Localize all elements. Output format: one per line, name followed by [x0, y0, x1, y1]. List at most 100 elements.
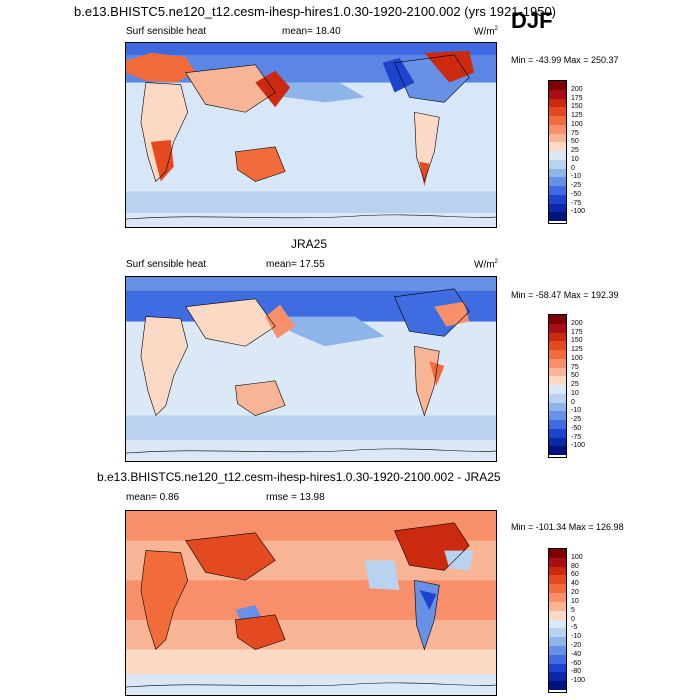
- colorbar-swatch: [549, 107, 566, 116]
- colorbar-tick-label: 75: [571, 363, 579, 371]
- colorbar-swatch: [549, 212, 566, 221]
- colorbar-swatch: [549, 133, 566, 143]
- colorbar-swatch: [549, 367, 566, 377]
- colorbar-swatch: [549, 350, 566, 359]
- colorbar-swatch: [549, 428, 566, 438]
- panel-1-minmax-label: Min = -43.99 Max = 250.37: [511, 55, 619, 65]
- colorbar-tick-label: -10: [571, 633, 582, 641]
- colorbar-swatch: [549, 168, 566, 178]
- colorbar-swatch: [549, 194, 566, 204]
- colorbar-swatch: [549, 186, 566, 195]
- colorbar-swatch: [549, 341, 566, 350]
- colorbar-tick-label: 10: [571, 155, 579, 163]
- colorbar-swatch: [549, 89, 566, 99]
- colorbar-swatch: [549, 557, 566, 567]
- colorbar-tick-label: 100: [571, 553, 583, 561]
- colorbar-swatch: [549, 142, 566, 151]
- colorbar-swatch: [549, 610, 566, 620]
- colorbar-swatch: [549, 619, 566, 629]
- panel-3-heading: b.e13.BHISTC5.ne120_t12.cesm-ihesp-hires…: [97, 470, 501, 484]
- colorbar-tick-label: 150: [571, 337, 583, 345]
- colorbar-swatch: [549, 575, 566, 585]
- colorbar-tick-label: 0: [571, 615, 575, 623]
- colorbar-swatch: [549, 323, 566, 333]
- colorbar-tick-label: -75: [571, 433, 582, 441]
- colorbar-swatch: [549, 437, 566, 447]
- colorbar-tick-label: -50: [571, 424, 582, 432]
- colorbar-tick-label: -20: [571, 641, 582, 649]
- colorbar-tick-label: -100: [571, 208, 586, 216]
- colorbar-tick-label: 25: [571, 147, 579, 154]
- panel-1-units-label: W/m2: [474, 26, 498, 38]
- colorbar-tick-label: -80: [571, 668, 582, 676]
- colorbar-swatch: [549, 566, 566, 576]
- panel-1-mean-label: mean= 18.40: [282, 26, 341, 37]
- colorbar-tick-label: -100: [571, 442, 586, 450]
- colorbar-swatch: [549, 637, 566, 646]
- colorbar-tick-label: -60: [571, 659, 582, 667]
- colorbar-tick-label: 25: [571, 381, 579, 388]
- colorbar-swatch: [549, 681, 566, 690]
- panel-3-map: [125, 510, 497, 696]
- colorbar-tick-label: -40: [571, 650, 582, 658]
- colorbar-tick-label: 5: [571, 606, 575, 614]
- colorbar-swatch: [549, 116, 566, 125]
- panel-2-variable-label: Surf sensible heat: [126, 259, 207, 270]
- colorbar-swatch: [549, 446, 566, 455]
- colorbar-swatch: [549, 151, 566, 160]
- colorbar-swatch: [549, 98, 566, 108]
- colorbar-swatch: [549, 584, 566, 594]
- figure-title: b.e13.BHISTC5.ne120_t12.cesm-ihesp-hires…: [74, 4, 557, 19]
- colorbar-tick-label: 40: [571, 580, 579, 588]
- colorbar-tick-label: -100: [571, 677, 586, 685]
- colorbar-tick-label: 60: [571, 571, 579, 579]
- colorbar-tick-label: 10: [571, 389, 579, 397]
- colorbar-tick-label: 175: [571, 328, 583, 336]
- colorbar-swatch: [549, 385, 566, 394]
- colorbar-tick-label: 10: [571, 597, 579, 605]
- colorbar-swatch: [549, 81, 566, 90]
- colorbar-swatch: [549, 420, 566, 429]
- panel-2-colorbar: [548, 314, 567, 458]
- colorbar-swatch: [549, 654, 566, 664]
- colorbar-tick-label: 150: [571, 103, 583, 111]
- colorbar-swatch: [549, 315, 566, 324]
- panel-2-units-label: W/m2: [474, 259, 498, 271]
- colorbar-swatch: [549, 376, 566, 385]
- colorbar-tick-label: 50: [571, 372, 579, 380]
- colorbar-swatch: [549, 663, 566, 673]
- colorbar-swatch: [549, 203, 566, 213]
- colorbar-swatch: [549, 393, 566, 403]
- panel-3-rmse-label: rmse = 13.98: [266, 492, 325, 503]
- colorbar-tick-label: 0: [571, 164, 575, 172]
- colorbar-swatch: [549, 332, 566, 342]
- colorbar-tick-label: -25: [571, 416, 582, 423]
- colorbar-swatch: [549, 672, 566, 682]
- colorbar-swatch: [549, 124, 566, 134]
- colorbar-tick-label: 80: [571, 562, 579, 570]
- colorbar-tick-label: 100: [571, 120, 583, 128]
- colorbar-tick-label: -25: [571, 182, 582, 189]
- panel-3-mean-label: mean= 0.86: [126, 492, 180, 503]
- colorbar-tick-label: 0: [571, 398, 575, 406]
- colorbar-swatch: [549, 601, 566, 611]
- colorbar-tick-label: -5: [571, 624, 578, 632]
- panel-1-variable-label: Surf sensible heat: [126, 26, 207, 37]
- colorbar-swatch: [549, 411, 566, 420]
- colorbar-tick-label: -10: [571, 407, 582, 415]
- panel-3-colorbar: [548, 548, 567, 693]
- colorbar-tick-label: 50: [571, 138, 579, 146]
- colorbar-tick-label: 125: [571, 346, 583, 353]
- colorbar-swatch: [549, 159, 566, 169]
- colorbar-tick-label: 75: [571, 129, 579, 137]
- panel-2-mean-label: mean= 17.55: [266, 259, 325, 270]
- colorbar-tick-label: -50: [571, 190, 582, 198]
- colorbar-swatch: [549, 645, 566, 655]
- colorbar-swatch: [549, 358, 566, 368]
- colorbar-tick-label: 20: [571, 589, 579, 597]
- colorbar-tick-label: 175: [571, 94, 583, 102]
- panel-1-colorbar: [548, 80, 567, 224]
- colorbar-tick-label: 100: [571, 354, 583, 362]
- panel-2-map: [125, 276, 497, 462]
- colorbar-swatch: [549, 549, 566, 558]
